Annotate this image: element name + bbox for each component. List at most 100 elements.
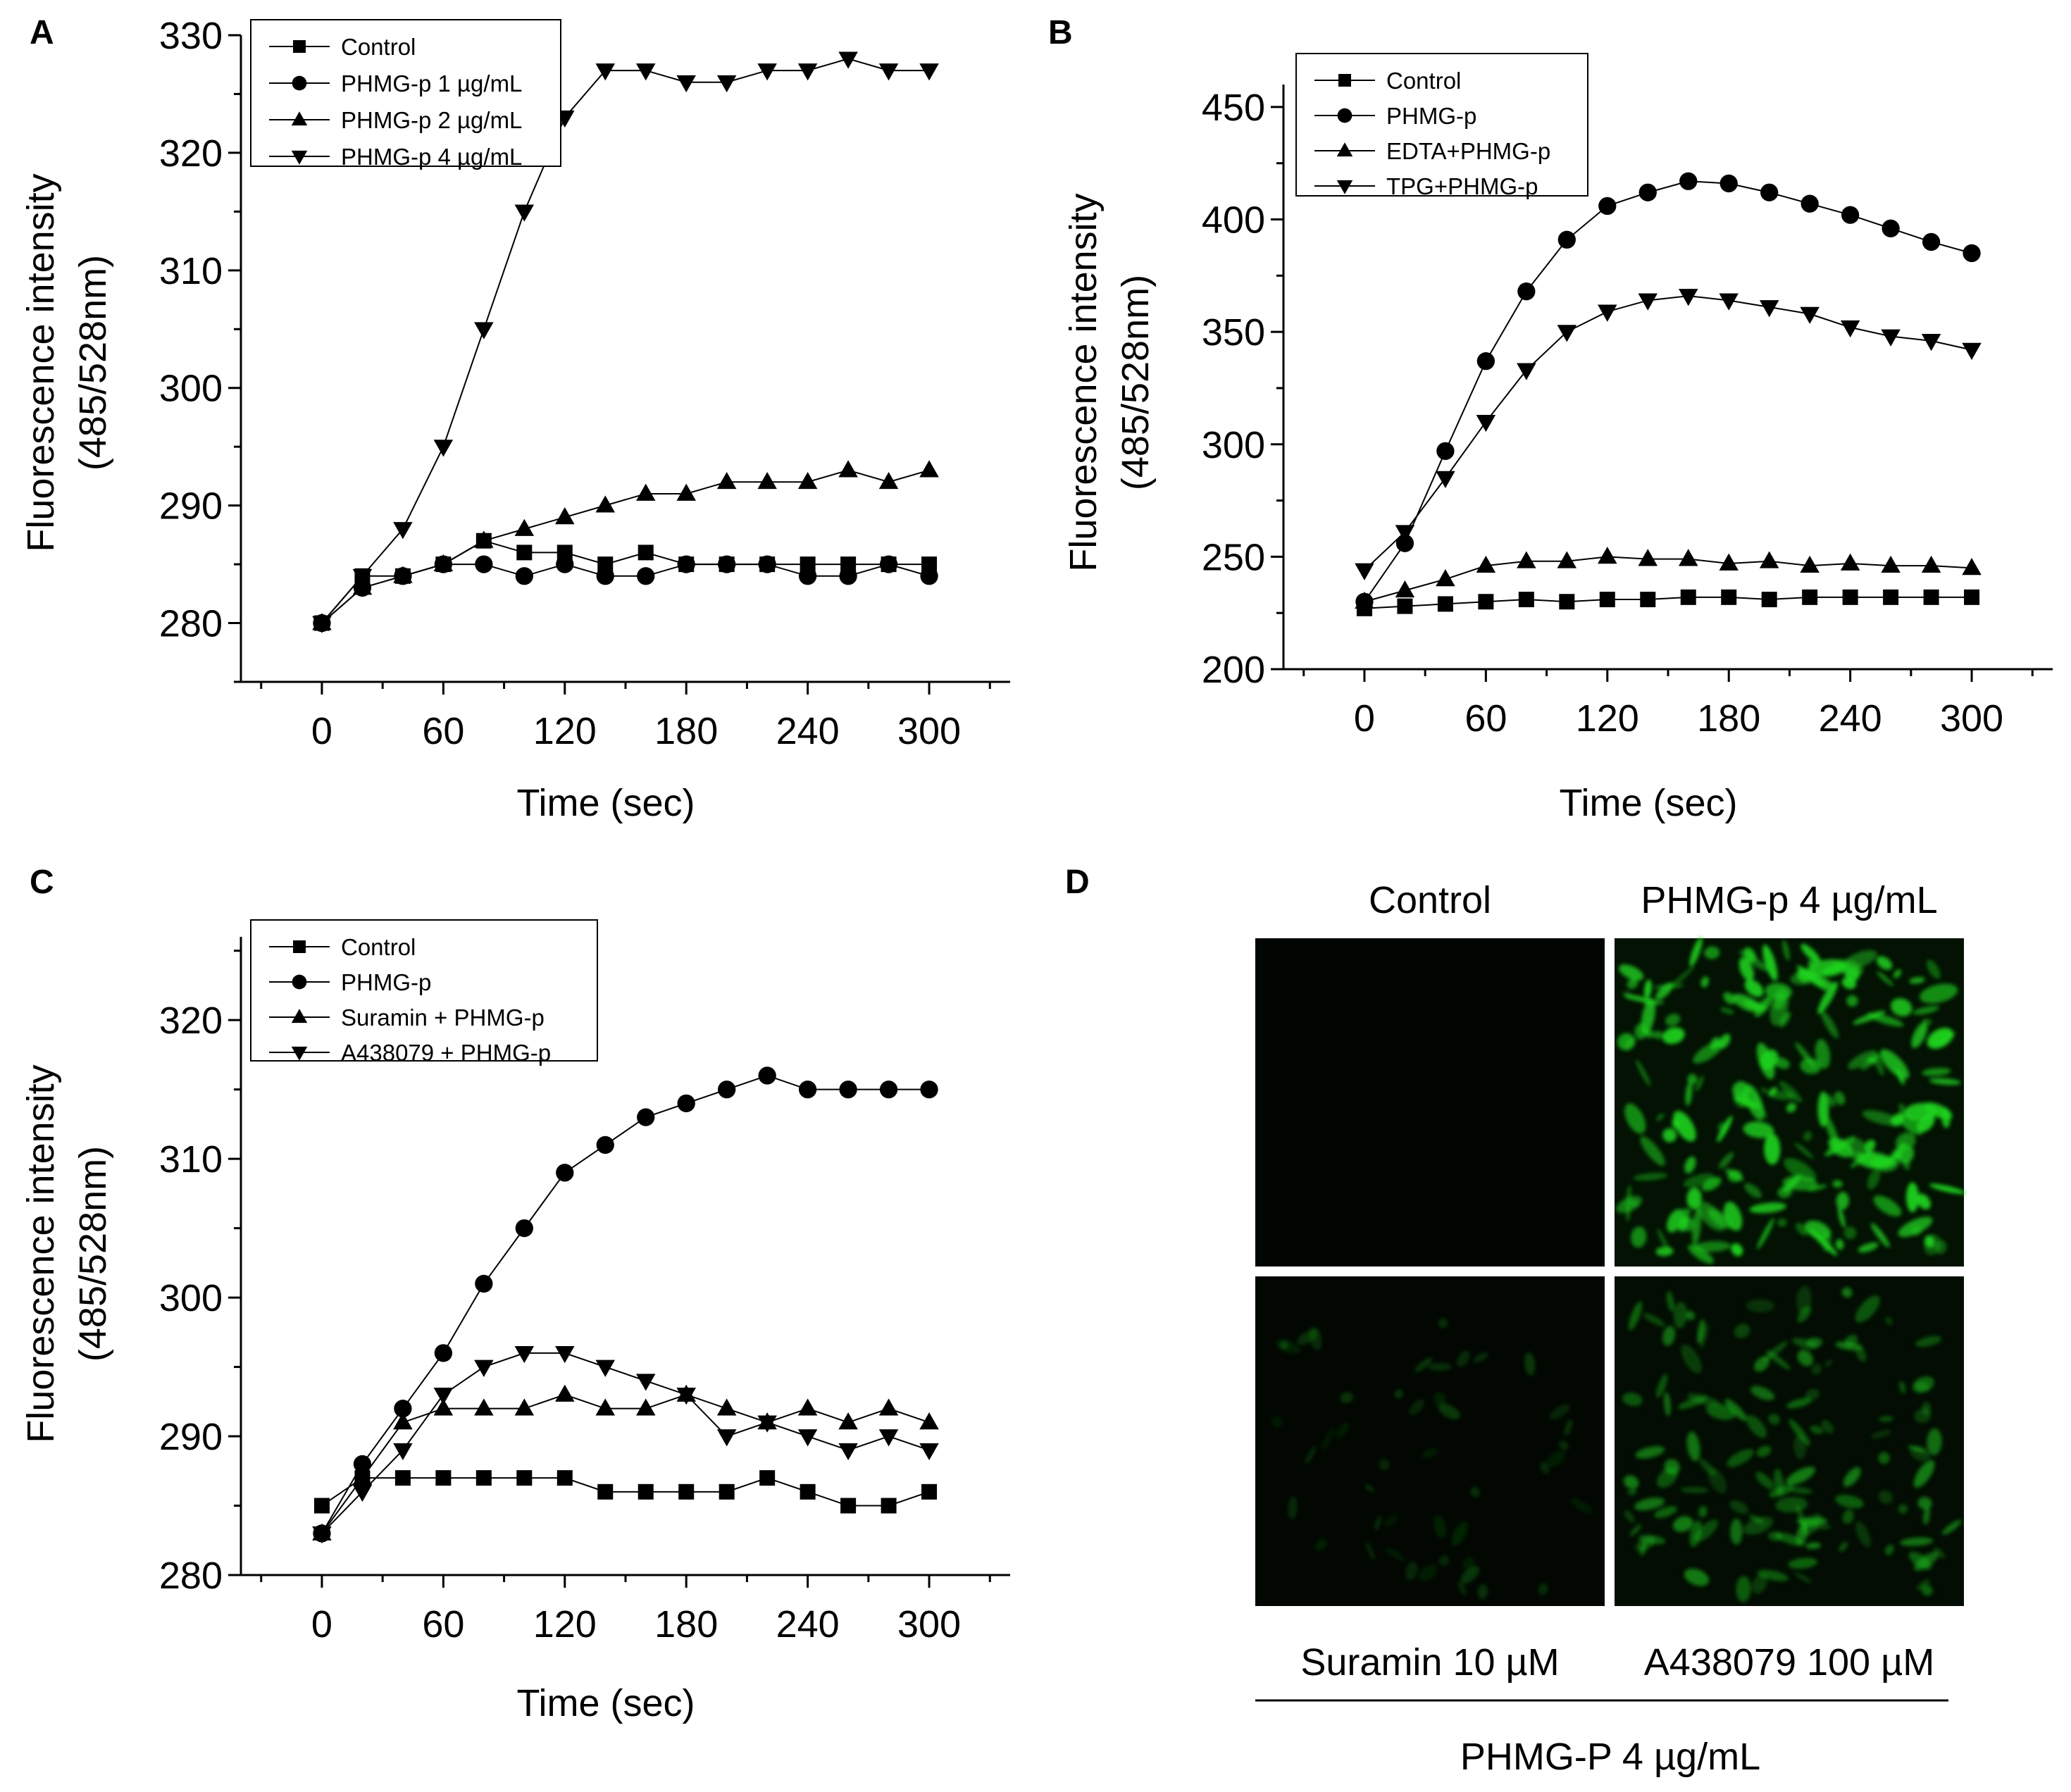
cell (1662, 1326, 1676, 1346)
chart-b-series-1-point (1436, 442, 1455, 460)
chart-c-series-3-point (838, 1443, 858, 1461)
cell (1842, 1510, 1854, 1524)
chart-c-series-1-point (798, 1081, 817, 1099)
chart-c-series-2-point (474, 1398, 494, 1416)
chart-c-ytick-label: 280 (159, 1555, 223, 1597)
cell (1665, 1014, 1681, 1026)
cell (1880, 1049, 1910, 1079)
cell (1884, 1544, 1894, 1555)
chart-b-series-0-line (1364, 596, 1972, 609)
cell (1841, 1287, 1853, 1298)
chart-b-series-1-point (1719, 174, 1738, 193)
cell (1438, 1317, 1448, 1329)
cell (1921, 1585, 1933, 1596)
chart-a-legend-label: PHMG-p 1 µg/mL (341, 70, 522, 97)
cell (1643, 1313, 1665, 1327)
cell (1917, 1114, 1935, 1133)
cell (1821, 1011, 1839, 1039)
chart-c-series-2-point (797, 1398, 818, 1416)
chart-c-series-1-point (434, 1344, 453, 1362)
cell (1913, 1006, 1939, 1015)
chart-a-series-3-line (321, 58, 930, 624)
cell (1662, 1128, 1677, 1143)
chart-c-ytick-label: 290 (159, 1416, 223, 1458)
cell (1749, 1202, 1787, 1214)
cell (1689, 1520, 1702, 1548)
chart-c-series-2-point (716, 1398, 737, 1416)
chart-c-series-3-point (878, 1429, 899, 1447)
chart-a-xtick-label: 180 (654, 710, 718, 752)
cell (1743, 1121, 1774, 1138)
chart-c-series-3-point (312, 1526, 332, 1544)
cell (1627, 978, 1638, 989)
chart-a-legend-marker (292, 75, 307, 91)
chart-a-ytick-label: 300 (159, 368, 223, 410)
cell (1916, 1579, 1931, 1591)
cell (1789, 1419, 1810, 1446)
chart-b-series-0-point (1437, 596, 1453, 612)
chart-b-series-0-point (1883, 589, 1899, 605)
cell (1693, 1041, 1724, 1064)
cell (1848, 1138, 1865, 1156)
chart-a-series-3-point (757, 63, 777, 81)
chart-b-xtick-label: 0 (1354, 697, 1375, 740)
chart-b-series-3-point (1881, 329, 1901, 347)
cell (1666, 1290, 1675, 1312)
chart-c-series-0-point (881, 1498, 897, 1514)
cell (1769, 1485, 1795, 1498)
cell (1438, 1403, 1461, 1420)
cell (1744, 1084, 1765, 1121)
chart-c-legend-label: PHMG-p (341, 969, 431, 995)
chart-c-series-1-point (920, 1081, 938, 1099)
chart-a-series-2-point (635, 483, 656, 501)
cell (1891, 1114, 1904, 1126)
chart-b-series-1-point (1679, 172, 1698, 190)
chart-b-legend-label: Control (1386, 68, 1461, 94)
chart-b-legend-marker (1337, 108, 1352, 123)
cell (1757, 1218, 1774, 1250)
chart-c-series (312, 1066, 939, 1544)
cell (1919, 983, 1958, 1004)
chart-b-series-1-point (1922, 232, 1941, 251)
cell (1686, 1187, 1702, 1209)
cell (1656, 1374, 1668, 1398)
chart-c-series-0-point (719, 1483, 735, 1500)
cell (1631, 1226, 1647, 1248)
chart-c-legend-marker (292, 974, 307, 990)
label-control: Control (1369, 879, 1491, 921)
cell (1876, 956, 1893, 970)
chart-c-series-3-point (676, 1388, 696, 1405)
chart-a-series-2-point (514, 518, 535, 536)
cell (1705, 1403, 1736, 1420)
chart-b-legend-label: EDTA+PHMG-p (1386, 138, 1550, 164)
chart-a-ytick-label: 280 (159, 603, 223, 645)
chart-c-series-2-point (393, 1412, 413, 1430)
cell (1858, 1242, 1879, 1252)
chart-b-series-1-point (1557, 230, 1576, 249)
chart-c-series-2-point (352, 1467, 373, 1486)
cell (1786, 1398, 1812, 1409)
chart-b-series-1-line (1364, 180, 1972, 602)
chart-b-plot: 0 60 120 180 240 300 200 250 300 350 400 450 (1202, 85, 2053, 740)
chart-c-series-1-point (677, 1094, 695, 1112)
cell (1786, 1102, 1797, 1113)
chart-c-series-3-point (797, 1429, 818, 1447)
chart-a-series-2-point (595, 495, 616, 513)
cell (1477, 1583, 1488, 1600)
cell (1916, 1193, 1931, 1209)
cell (1546, 1450, 1566, 1467)
chart-a-series-2-point (676, 483, 696, 501)
chart-a-ytick-label: 330 (159, 15, 223, 57)
chart-b-ytick-label: 350 (1202, 311, 1265, 354)
cell (1764, 1133, 1781, 1165)
cell (1336, 1422, 1350, 1438)
chart-b-series-0-point (1721, 589, 1737, 605)
cell (1457, 1350, 1470, 1367)
cell (1654, 1506, 1677, 1518)
cell (1815, 1038, 1831, 1069)
cell (1700, 976, 1709, 988)
cell (1462, 1557, 1475, 1571)
chart-a-series-1-point (879, 555, 898, 573)
panel-b-letter: B (1048, 14, 1073, 51)
cell (1340, 1392, 1354, 1403)
